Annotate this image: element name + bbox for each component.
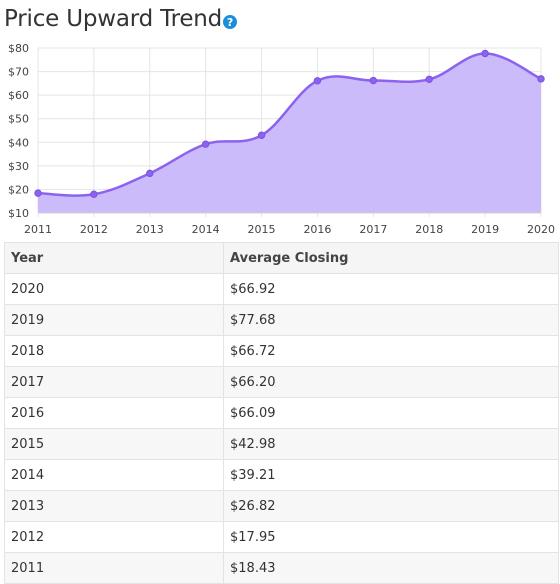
year-cell: 2018	[4, 335, 224, 367]
y-tick-label: $70	[8, 66, 29, 79]
data-point	[537, 75, 545, 83]
chart-svg: $10 $20 $30 $40 $50 $60 $70 $80 2011 2012 2013 2014…	[8, 42, 555, 236]
table-row: 2013 $26.82	[4, 490, 559, 522]
year-cell: 2014	[4, 459, 224, 491]
year-cell: 2015	[4, 428, 224, 460]
data-point	[313, 77, 322, 85]
year-cell: 2020	[4, 273, 224, 305]
data-point	[481, 49, 489, 58]
x-tick-label: 2020	[527, 223, 555, 236]
price-cell: $17.95	[223, 521, 559, 553]
y-tick-label: $30	[8, 160, 29, 173]
y-tick-label: $80	[8, 42, 29, 55]
year-cell: 2011	[4, 552, 224, 584]
year-cell: 2017	[4, 366, 224, 398]
data-point	[257, 131, 266, 139]
table-row: 2015 $42.98	[4, 428, 559, 460]
table-row: 2020 $66.92	[4, 273, 559, 305]
x-tick-label: 2012	[80, 223, 108, 236]
price-cell: $77.68	[223, 304, 559, 336]
table-row: 2017 $66.20	[4, 366, 559, 398]
year-cell: 2012	[4, 521, 224, 553]
table-row: 2016 $66.09	[4, 397, 559, 429]
data-point	[201, 140, 210, 148]
page-title: Price Upward Trend	[4, 6, 223, 32]
y-tick-label: $60	[8, 89, 29, 102]
x-tick-label: 2015	[248, 223, 276, 236]
year-cell: 2013	[4, 490, 224, 522]
year-cell: 2016	[4, 397, 224, 429]
table-row: 2019 $77.68	[4, 304, 559, 336]
column-header-year: Year	[4, 242, 224, 274]
x-tick-label: 2017	[359, 223, 387, 236]
x-tick-label: 2016	[303, 223, 331, 236]
data-point	[369, 76, 378, 85]
price-cell: $66.92	[223, 273, 559, 305]
column-header-average-closing: Average Closing	[223, 242, 559, 274]
series-area	[38, 53, 541, 213]
price-cell: $26.82	[223, 490, 559, 522]
y-tick-label: $10	[8, 207, 29, 220]
price-table: Year Average Closing 2020 $66.92 2019 $7…	[4, 242, 559, 584]
y-tick-label: $40	[8, 136, 29, 149]
price-cell: $66.09	[223, 397, 559, 429]
table-row: 2018 $66.72	[4, 335, 559, 367]
data-point	[90, 190, 98, 198]
price-cell: $42.98	[223, 428, 559, 460]
x-tick-label: 2013	[136, 223, 164, 236]
price-cell: $66.72	[223, 335, 559, 367]
x-tick-label: 2019	[471, 223, 499, 236]
table-row: 2012 $17.95	[4, 521, 559, 553]
y-tick-label: $20	[8, 183, 29, 196]
data-point	[34, 189, 42, 197]
price-trend-chart: $10 $20 $30 $40 $50 $60 $70 $80 2011 2012 2013 2014…	[0, 36, 560, 240]
help-icon[interactable]: ?	[223, 15, 238, 29]
data-point	[425, 75, 433, 84]
price-cell: $18.43	[223, 552, 559, 584]
price-cell: $39.21	[223, 459, 559, 491]
series-line	[37, 52, 542, 197]
x-tick-label: 2018	[415, 223, 443, 236]
year-cell: 2019	[4, 304, 224, 336]
table-row: 2011 $18.43	[4, 552, 559, 584]
table-row: 2014 $39.21	[4, 459, 559, 491]
data-point	[146, 169, 154, 178]
x-tick-label: 2011	[24, 223, 52, 236]
y-tick-label: $50	[8, 113, 29, 126]
x-tick-label: 2014	[192, 223, 220, 236]
table-header-row: Year Average Closing	[4, 242, 559, 274]
title-row: Price Upward Trend ?	[4, 2, 238, 36]
price-cell: $66.20	[223, 366, 559, 398]
